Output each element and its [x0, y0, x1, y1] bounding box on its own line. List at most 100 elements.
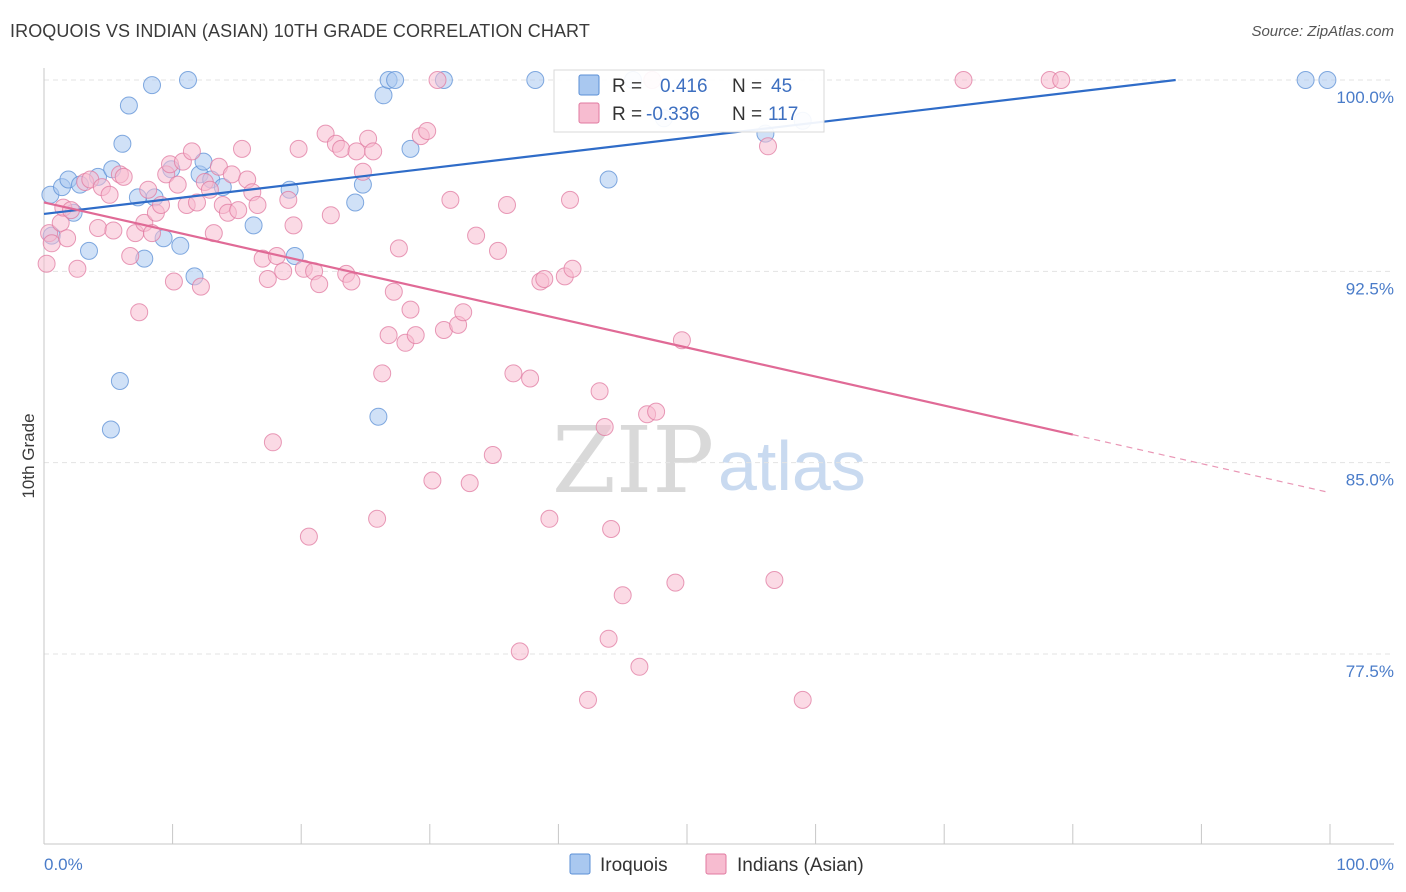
data-point	[613, 586, 632, 605]
data-point	[321, 206, 340, 225]
data-point	[535, 270, 554, 288]
data-point	[332, 139, 351, 158]
data-point	[590, 382, 609, 401]
data-point	[765, 571, 784, 589]
data-point	[37, 254, 56, 273]
data-point	[222, 165, 241, 184]
data-point	[1052, 71, 1071, 89]
x-tick-marks	[43, 824, 1331, 844]
data-point	[114, 167, 133, 186]
data-point	[364, 142, 383, 161]
data-point	[284, 216, 303, 235]
series-legend-label-indians-asian: Indians (Asian)	[737, 855, 864, 876]
data-point	[483, 446, 502, 464]
data-point	[188, 193, 206, 212]
trend-line-extension	[1072, 434, 1331, 494]
data-point	[647, 402, 666, 421]
source-label: Source: ZipAtlas.com	[1251, 23, 1394, 40]
data-point	[418, 122, 437, 140]
data-point	[233, 139, 251, 158]
x-tick-label-max: 100.0%	[1336, 855, 1394, 874]
data-point	[121, 247, 140, 265]
data-point	[630, 657, 649, 676]
data-point	[423, 471, 442, 490]
data-point	[1296, 71, 1315, 89]
y-tick-label: 100.0%	[1336, 88, 1394, 107]
data-point	[401, 139, 420, 158]
data-point	[406, 326, 425, 345]
series-points-indians-asian	[37, 71, 1071, 709]
series-legend-label-iroquois: Iroquois	[600, 855, 668, 876]
data-point	[373, 364, 392, 383]
data-point	[42, 234, 61, 253]
data-point	[100, 185, 119, 204]
data-point	[248, 196, 267, 214]
data-point	[263, 433, 282, 452]
watermark-zip: ZIP	[552, 407, 714, 514]
data-point	[510, 642, 529, 661]
data-point	[346, 193, 365, 212]
legend-n-value-iroquois: 45	[771, 76, 792, 97]
legend-n-label-indians-asian: N =	[732, 104, 762, 125]
data-point	[182, 142, 201, 161]
trend-line-indians-asian	[43, 201, 1074, 436]
data-point	[104, 221, 123, 240]
data-point	[384, 282, 403, 301]
gridlines	[44, 79, 1394, 655]
trend-line-iroquois	[43, 78, 1176, 216]
y-tick-label: 85.0%	[1346, 471, 1394, 490]
data-point	[89, 219, 107, 237]
data-point	[369, 407, 388, 426]
data-point	[342, 272, 361, 291]
data-point	[759, 137, 777, 156]
data-point	[171, 236, 190, 255]
data-point	[279, 190, 298, 209]
data-point	[168, 175, 187, 194]
data-point	[386, 71, 405, 89]
data-point	[164, 272, 183, 291]
data-point	[1318, 71, 1337, 89]
data-point	[143, 76, 161, 95]
data-point	[954, 71, 973, 89]
chart-title: IROQUOIS VS INDIAN (ASIAN) 10TH GRADE CO…	[10, 21, 590, 41]
data-point	[498, 196, 516, 214]
data-point	[299, 527, 318, 546]
x-tick-label-min: 0.0%	[44, 855, 83, 874]
data-point	[454, 303, 473, 322]
data-point	[599, 629, 618, 648]
data-point	[793, 690, 812, 709]
watermark-atlas: atlas	[718, 427, 866, 505]
data-point	[389, 239, 408, 258]
data-point	[310, 275, 329, 294]
data-point	[244, 216, 263, 235]
data-point	[401, 300, 420, 319]
data-point	[561, 190, 579, 209]
data-point	[119, 96, 138, 115]
data-point	[179, 71, 197, 89]
data-point	[504, 364, 523, 383]
data-point	[521, 369, 540, 388]
y-tick-label: 77.5%	[1346, 662, 1394, 681]
legend-swatch-iroquois	[578, 74, 600, 96]
data-point	[101, 420, 120, 439]
data-point	[602, 520, 621, 538]
data-point	[563, 259, 582, 278]
data-point	[130, 303, 149, 322]
data-point	[368, 509, 387, 528]
data-points	[37, 71, 1337, 709]
data-point	[579, 690, 597, 709]
data-point	[467, 226, 486, 245]
y-tick-label: 92.5%	[1346, 279, 1394, 298]
data-point	[374, 86, 393, 105]
legend-r-value-indians-asian: -0.336	[646, 104, 700, 125]
legend-n-value-indians-asian: 117	[768, 104, 798, 125]
data-point	[599, 170, 618, 189]
data-point	[428, 71, 447, 89]
data-point	[595, 418, 614, 436]
data-point	[80, 241, 98, 260]
data-point	[110, 372, 129, 390]
data-point	[139, 180, 158, 199]
data-point	[258, 270, 277, 288]
data-point	[191, 277, 210, 296]
data-point	[489, 241, 507, 260]
